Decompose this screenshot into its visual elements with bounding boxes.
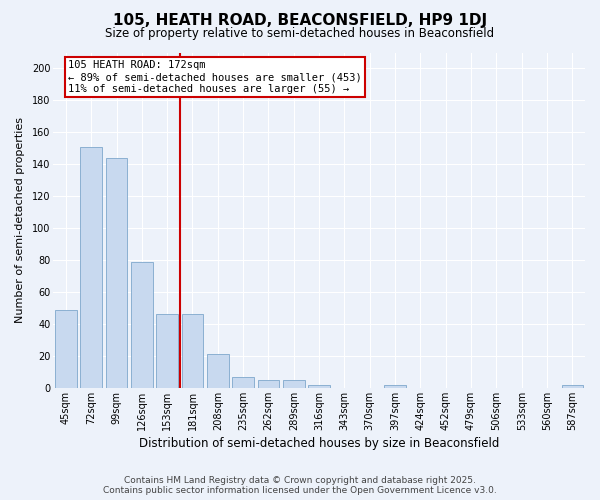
Bar [55,310,77,388]
Bar [283,380,305,388]
Bar [207,354,229,388]
Bar [182,314,203,388]
Text: Contains HM Land Registry data © Crown copyright and database right 2025.
Contai: Contains HM Land Registry data © Crown c… [103,476,497,495]
Bar [157,314,178,388]
Bar [562,384,583,388]
Text: 105, HEATH ROAD, BEACONSFIELD, HP9 1DJ: 105, HEATH ROAD, BEACONSFIELD, HP9 1DJ [113,12,487,28]
Bar [385,384,406,388]
Text: Size of property relative to semi-detached houses in Beaconsfield: Size of property relative to semi-detach… [106,28,494,40]
Bar [131,262,152,388]
Bar [106,158,127,388]
Bar [232,376,254,388]
X-axis label: Distribution of semi-detached houses by size in Beaconsfield: Distribution of semi-detached houses by … [139,437,499,450]
Bar [258,380,279,388]
Y-axis label: Number of semi-detached properties: Number of semi-detached properties [15,117,25,323]
Text: 105 HEATH ROAD: 172sqm
← 89% of semi-detached houses are smaller (453)
11% of se: 105 HEATH ROAD: 172sqm ← 89% of semi-det… [68,60,362,94]
Bar [308,384,330,388]
Bar [80,146,102,388]
